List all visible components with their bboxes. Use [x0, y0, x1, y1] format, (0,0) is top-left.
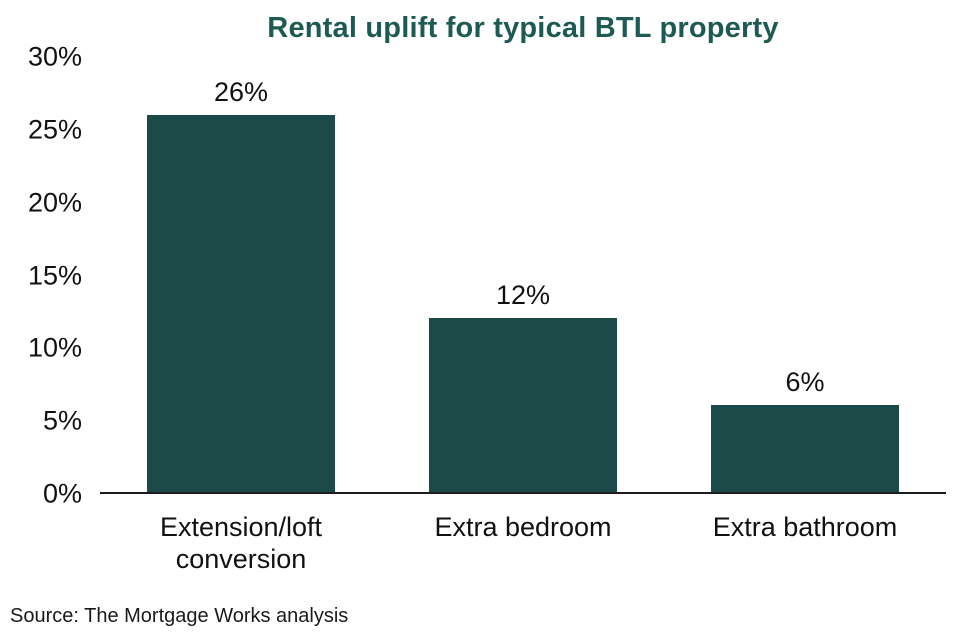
bar-value-label: 6% [785, 367, 825, 397]
y-tick-label: 5% [42, 405, 82, 436]
plot-area: 26% 12% 6% [100, 57, 946, 494]
bar-column: 6% [664, 57, 946, 492]
y-tick-label: 0% [42, 478, 82, 509]
y-tick-label: 25% [27, 114, 82, 145]
x-axis-category-label: Extension/loft conversion [159, 512, 323, 575]
x-axis-labels: Extension/loft conversion Extra bedroom Ex… [100, 511, 946, 576]
bar-value-label: 12% [495, 280, 551, 310]
x-axis-category-label: Extra bathroom [712, 512, 898, 542]
bar [147, 115, 335, 492]
plot-wrap: 30% 25% 20% 15% 10% 5% 0% 26% 12% 6% [0, 42, 974, 509]
bar [429, 318, 617, 492]
y-tick-label: 10% [27, 332, 82, 363]
bar-column: 12% [382, 57, 664, 492]
y-tick-label: 15% [27, 260, 82, 290]
y-tick-label: 20% [27, 187, 82, 218]
y-axis: 30% 25% 20% 15% 10% 5% 0% [0, 42, 92, 509]
bar-value-label: 26% [213, 77, 269, 107]
source-note: Source: The Mortgage Works analysis [10, 605, 349, 627]
chart-title: Rental uplift for typical BTL property [267, 12, 779, 44]
bar-column: 26% [100, 57, 382, 492]
x-axis-category-label: Extra bedroom [434, 512, 612, 542]
y-tick-label: 30% [27, 41, 82, 72]
bar [711, 405, 899, 492]
